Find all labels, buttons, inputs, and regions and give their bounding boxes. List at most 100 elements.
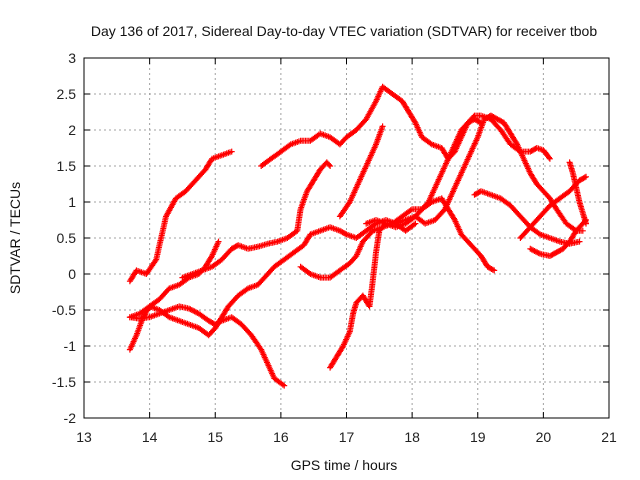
data-point bbox=[473, 194, 476, 196]
y-tick-label: 2 bbox=[68, 122, 76, 138]
data-point bbox=[227, 305, 230, 308]
data-point bbox=[184, 190, 187, 192]
data-point bbox=[280, 150, 282, 153]
data-point bbox=[516, 143, 518, 146]
data-point bbox=[467, 240, 469, 243]
data-point bbox=[178, 320, 180, 322]
data-point bbox=[348, 330, 351, 333]
data-point bbox=[375, 219, 377, 221]
series-sat-7 bbox=[297, 195, 498, 281]
data-point bbox=[431, 143, 433, 146]
data-point bbox=[352, 312, 354, 315]
y-axis: -2 -1.5 -1 -0.5 0 0.5 1 1.5 2 2.5 3 bbox=[52, 50, 609, 426]
x-tick-label: 21 bbox=[601, 429, 617, 445]
data-point bbox=[453, 219, 456, 221]
data-point bbox=[490, 194, 492, 196]
data-point bbox=[365, 222, 367, 225]
data-point bbox=[365, 118, 367, 120]
data-point bbox=[483, 118, 486, 120]
data-point bbox=[201, 269, 203, 272]
data-point bbox=[365, 230, 367, 232]
data-point bbox=[129, 316, 131, 319]
data-point bbox=[575, 186, 577, 189]
data-point bbox=[270, 158, 272, 160]
data-point bbox=[581, 212, 584, 214]
data-point bbox=[542, 190, 545, 192]
data-point bbox=[326, 161, 328, 164]
data-point bbox=[211, 266, 213, 268]
data-point bbox=[240, 323, 243, 326]
data-point bbox=[381, 125, 384, 128]
data-point bbox=[480, 190, 482, 192]
data-point bbox=[299, 140, 302, 142]
data-point bbox=[158, 298, 161, 301]
data-point bbox=[148, 316, 151, 319]
data-point bbox=[542, 149, 545, 151]
data-point bbox=[319, 276, 322, 279]
data-point bbox=[375, 251, 377, 254]
y-tick-label: 2.5 bbox=[57, 86, 77, 102]
data-point bbox=[286, 237, 289, 239]
data-point bbox=[339, 143, 341, 146]
data-point bbox=[394, 226, 397, 228]
data-point bbox=[348, 201, 351, 203]
data-point bbox=[555, 208, 558, 210]
data-point bbox=[385, 219, 387, 221]
data-point bbox=[509, 204, 512, 207]
data-point bbox=[355, 129, 358, 131]
data-point bbox=[480, 114, 482, 117]
data-point bbox=[165, 215, 167, 218]
data-point bbox=[568, 190, 571, 192]
series-sat-5 bbox=[179, 159, 334, 281]
data-point bbox=[155, 258, 157, 261]
data-point bbox=[207, 320, 210, 322]
y-axis-label: SDTVAR / TECUs bbox=[7, 182, 23, 294]
data-point bbox=[434, 186, 436, 189]
data-point bbox=[578, 201, 581, 203]
data-point bbox=[138, 317, 141, 320]
data-point bbox=[539, 253, 541, 255]
data-point bbox=[463, 165, 466, 167]
y-tick-label: -0.5 bbox=[52, 302, 76, 318]
data-point bbox=[145, 273, 148, 275]
data-point bbox=[401, 215, 404, 218]
data-point bbox=[339, 230, 341, 232]
y-tick-label: 0 bbox=[68, 266, 76, 282]
data-point bbox=[499, 197, 502, 200]
data-point bbox=[565, 222, 568, 225]
y-tick-label: 0.5 bbox=[57, 230, 77, 246]
data-point bbox=[529, 150, 532, 153]
data-point bbox=[335, 356, 338, 358]
series-sat-13 bbox=[517, 173, 589, 241]
data-point bbox=[312, 179, 315, 182]
data-point bbox=[499, 129, 502, 131]
x-tick-label: 14 bbox=[142, 429, 158, 445]
data-point bbox=[447, 158, 450, 160]
data-point bbox=[260, 165, 262, 167]
data-point bbox=[230, 316, 233, 319]
data-point bbox=[221, 316, 223, 319]
y-tick-label: 1.5 bbox=[57, 158, 77, 174]
data-point bbox=[319, 230, 322, 232]
data-point bbox=[135, 334, 138, 337]
data-point bbox=[345, 136, 348, 138]
data-point bbox=[362, 294, 364, 297]
data-point bbox=[536, 147, 538, 149]
data-point bbox=[558, 240, 561, 243]
data-point bbox=[572, 172, 574, 174]
series-markers bbox=[297, 195, 498, 281]
data-point bbox=[342, 345, 345, 347]
data-point bbox=[168, 316, 171, 319]
data-point bbox=[250, 334, 253, 337]
data-point bbox=[490, 114, 492, 117]
data-point bbox=[329, 165, 331, 167]
x-tick-label: 15 bbox=[207, 429, 223, 445]
data-point bbox=[329, 366, 331, 369]
data-point bbox=[503, 122, 505, 124]
data-point bbox=[529, 248, 532, 250]
data-point bbox=[424, 222, 427, 225]
data-point bbox=[391, 93, 394, 95]
data-point bbox=[375, 100, 377, 102]
data-point bbox=[355, 237, 358, 239]
data-point bbox=[348, 262, 351, 265]
